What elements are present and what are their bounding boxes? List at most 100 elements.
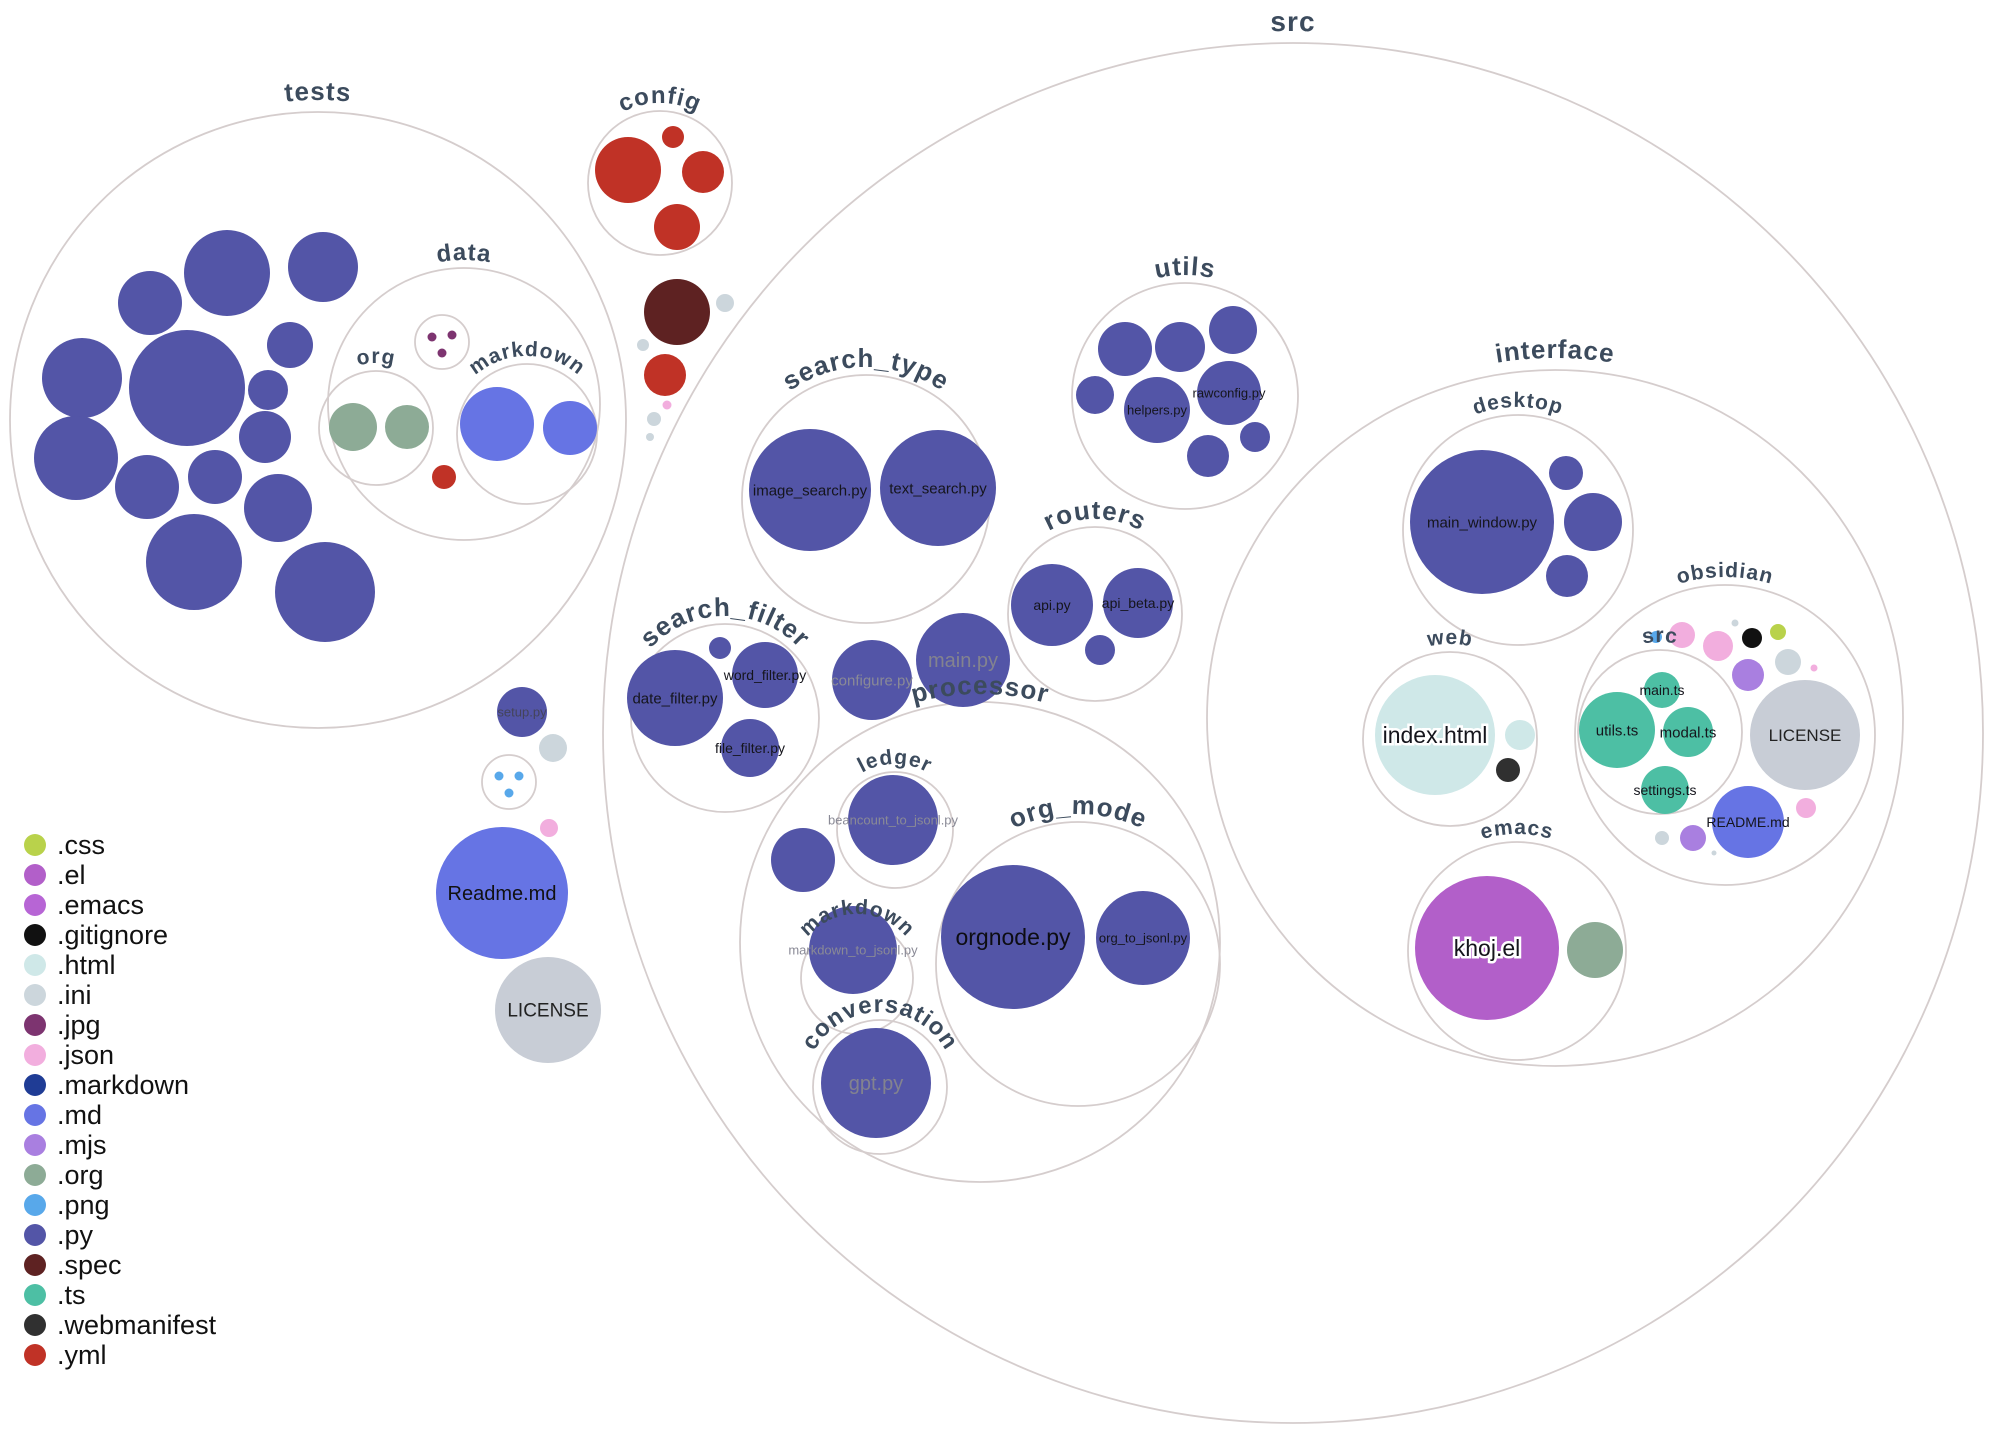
legend-swatch-jpg: [24, 1014, 46, 1036]
file-ini-dot-circle: [539, 734, 567, 762]
file-py-dot-circle: [42, 338, 122, 418]
legend-label-md: .md: [57, 1100, 102, 1130]
file-rawconfig.py-circle: [1197, 361, 1261, 425]
file-beancount_to_jsonl.py-circle: [848, 775, 938, 865]
legend-swatch-md: [24, 1104, 46, 1126]
file-py-dot-circle: [129, 330, 245, 446]
file-py-dot-circle: [1546, 555, 1588, 597]
file-gpt.py-circle: [821, 1028, 931, 1138]
legend-label-el: .el: [57, 860, 86, 890]
legend-label-html: .html: [57, 950, 116, 980]
file-html-dot-circle: [1505, 720, 1535, 750]
file-py-dot-circle: [771, 828, 835, 892]
file-labels-layer: setup.py Readme.md LICENSE configure.py main…: [448, 386, 1842, 1095]
file-org-dot-circle: [329, 403, 377, 451]
file-main.ts-circle: [1644, 672, 1680, 708]
file-ini-dot-circle: [1711, 850, 1717, 856]
file-yml-dot-circle: [432, 465, 456, 489]
file-css-dot-circle: [1770, 624, 1786, 640]
file-webmanifest-dot-circle: [1496, 758, 1520, 782]
dir-ledger-outline: [836, 771, 954, 889]
dir-utils-outline: [1071, 282, 1299, 510]
file-png-dot-circle: [1650, 631, 1662, 643]
file-settings.ts-circle: [1641, 766, 1689, 814]
file-py-dot-circle: [1549, 456, 1583, 490]
file-modal.ts-circle: [1663, 707, 1713, 757]
dir-markdown-outline: [456, 363, 598, 505]
legend-swatch-png: [24, 1194, 46, 1216]
legend-swatch-org: [24, 1164, 46, 1186]
file-markdown_to_jsonl.py-label: markdown_to_jsonl.py: [788, 943, 918, 958]
legend-label-markdown: .markdown: [57, 1070, 189, 1100]
file-py-dot-circle: [146, 514, 242, 610]
file-json-dot-circle: [1810, 664, 1818, 672]
file-khoj.el-circle: [1415, 876, 1559, 1020]
dir-label-search_type: search_type: [777, 343, 955, 396]
file-json-dot-circle: [1796, 798, 1816, 818]
dir-emacs-outline: [1407, 841, 1627, 1061]
file-markdown_to_jsonl.py-circle: [809, 906, 897, 994]
file-modal.ts-label: modal.ts: [1660, 724, 1717, 741]
file-py-dot-circle: [1187, 435, 1229, 477]
file-gitignore-dot-circle: [1742, 628, 1762, 648]
file-py-dot-circle: [1085, 635, 1115, 665]
file-file_filter.py-circle: [721, 719, 779, 777]
file-orgnode.py-circle: [941, 865, 1085, 1009]
file-py-dot-circle: [239, 411, 291, 463]
file-api.py-label: api.py: [1033, 597, 1070, 613]
file-py-dot-circle: [267, 322, 313, 368]
file-circles-layer: [34, 126, 1860, 1138]
legend-swatch-json: [24, 1044, 46, 1066]
file-json-dot-circle: [662, 400, 672, 410]
dir-routers-outline: [1007, 526, 1183, 702]
dir-label-web: web: [1425, 626, 1475, 651]
legend-label-jpg: .jpg: [57, 1010, 101, 1040]
legend-label-emacs: .emacs: [57, 890, 144, 920]
file-main.py-label: main.py: [928, 650, 998, 672]
file-py-dot-circle: [1155, 322, 1205, 372]
legend-label-org: .org: [57, 1160, 104, 1190]
dir-label-src: src: [1270, 6, 1316, 37]
file-py-dot-circle: [709, 637, 731, 659]
dir-org_mode-outline: [935, 821, 1221, 1107]
dir-label-data: data: [435, 239, 494, 268]
legend-swatch-gitignore: [24, 924, 46, 946]
legend-label-gitignore: .gitignore: [57, 920, 168, 950]
file-py-dot-circle: [1098, 322, 1152, 376]
dir-src-outline: [1577, 649, 1743, 815]
dir-unnamed-dir-outline: [414, 314, 470, 370]
legend-swatch-emacs: [24, 894, 46, 916]
file-README.md-circle: [1712, 786, 1784, 858]
dir-label-src: src: [1641, 624, 1680, 648]
file-api_beta.py-circle: [1103, 568, 1173, 638]
file-configure.py-label: configure.py: [831, 672, 913, 689]
file-py-dot-circle: [1564, 493, 1622, 551]
file-json-dot-circle: [1669, 622, 1695, 648]
file-main.py-circle: [916, 613, 1010, 707]
dir-data-outline: [327, 267, 601, 541]
file-word_filter.py-circle: [732, 642, 798, 708]
file-main.ts-label: main.ts: [1639, 682, 1684, 698]
file-py-dot-circle: [275, 542, 375, 642]
file-yml-dot-circle: [644, 354, 686, 396]
file-khoj.el-label: khoj.el: [1454, 935, 1520, 961]
file-yml-dot-circle: [662, 126, 684, 148]
file-main_window.py-circle: [1410, 450, 1554, 594]
file-mjs-dot-circle: [1680, 825, 1706, 851]
file-Readme.md-label: Readme.md: [448, 883, 557, 905]
file-file_filter.py-label: file_filter.py: [715, 740, 785, 756]
file-py-dot-circle: [1076, 376, 1114, 414]
legend: .css.el.emacs.gitignore.html.ini.jpg.jso…: [24, 830, 217, 1370]
legend-swatch-mjs: [24, 1134, 46, 1156]
dir-label-org_mode: org_mode: [1004, 790, 1152, 834]
file-api_beta.py-label: api_beta.py: [1102, 595, 1174, 611]
file-org_to_jsonl.py-circle: [1096, 891, 1190, 985]
file-settings.ts-label: settings.ts: [1633, 782, 1696, 798]
file-org_to_jsonl.py-label: org_to_jsonl.py: [1099, 931, 1188, 946]
file-ini-dot-circle: [637, 339, 649, 351]
file-ini-dot-circle: [647, 412, 661, 426]
file-py-dot-circle: [188, 450, 242, 504]
file-png-dot-circle: [504, 788, 514, 798]
